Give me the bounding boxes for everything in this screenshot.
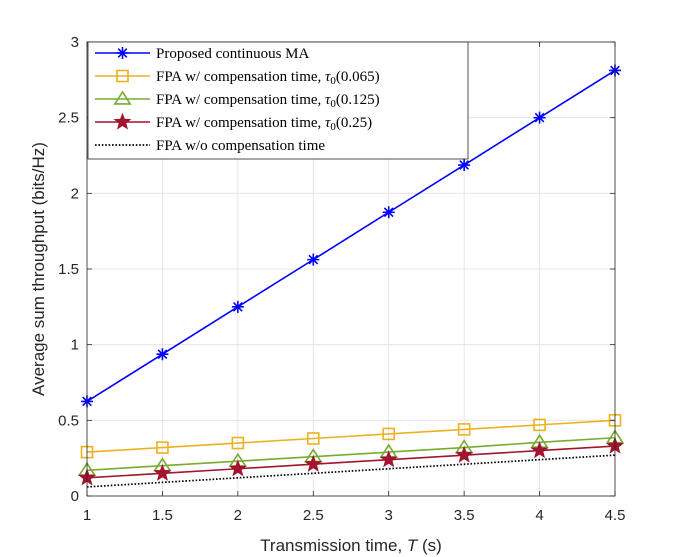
y-tick-label: 1 — [71, 337, 79, 354]
y-tick-label: 0.5 — [58, 412, 79, 429]
y-tick-label: 0 — [71, 488, 79, 505]
y-tick-label: 3 — [71, 34, 79, 51]
x-tick-label: 4.5 — [605, 507, 626, 524]
legend-label-var: τ — [325, 92, 331, 108]
series-layer — [77, 64, 625, 488]
legend-label-text: FPA w/o compensation time — [156, 138, 325, 154]
legend-label-text: FPA w/ compensation time, — [156, 115, 325, 131]
legend-label: FPA w/ compensation time, τ0(0.065) — [156, 69, 380, 87]
legend-label: FPA w/o compensation time — [156, 138, 325, 154]
x-tick-label: 4 — [535, 507, 543, 524]
legend-label-text: Proposed continuous MA — [156, 46, 310, 62]
x-tick-label: 1.5 — [152, 507, 173, 524]
x-axis-label-text: Transmission time, — [260, 536, 407, 555]
data-point-marker — [153, 463, 172, 481]
legend-label-var: τ — [325, 69, 331, 85]
data-point-marker — [116, 47, 129, 59]
series-line — [86, 436, 616, 472]
data-point-marker — [379, 450, 398, 468]
data-point-marker — [156, 348, 169, 361]
x-axis-label-var: T — [407, 536, 419, 555]
x-tick-label: 3 — [385, 507, 393, 524]
legend-label-post: (0.125) — [336, 92, 380, 108]
legend-entry: FPA w/ compensation time, τ0(0.065) — [95, 69, 380, 87]
series-line — [86, 69, 616, 403]
data-point-marker — [116, 69, 129, 83]
x-tick-label: 2.5 — [303, 507, 324, 524]
y-axis-label: Average sum throughput (bits/Hz) — [29, 142, 48, 396]
legend-label-sub: 0 — [330, 98, 336, 110]
legend-label: FPA w/ compensation time, τ0(0.125) — [156, 92, 380, 110]
legend-entry: FPA w/o compensation time — [95, 138, 325, 154]
data-point-marker — [231, 300, 244, 313]
data-point-marker — [228, 459, 247, 477]
y-tick-label: 1.5 — [58, 261, 79, 278]
data-point-marker — [113, 112, 132, 130]
data-point-marker — [533, 111, 546, 124]
data-point-marker — [306, 432, 320, 445]
legend: Proposed continuous MA FPA w/ compensatio… — [87, 41, 469, 160]
axis-ticks: 1 1.5 2 2.5 3 3.5 4 4.5 0 0.5 1 1.5 2 2.5 3 — [58, 34, 625, 524]
data-point-marker — [530, 441, 549, 459]
data-point-marker — [156, 441, 169, 454]
data-point-marker — [533, 418, 546, 432]
data-point-marker — [304, 454, 323, 472]
x-tick-label: 2 — [234, 507, 242, 524]
x-axis-label-unit: (s) — [417, 536, 442, 555]
data-point-marker — [307, 253, 320, 266]
legend-entry: FPA w/ compensation time, τ0(0.125) — [95, 90, 380, 110]
legend-label-post: (0.065) — [336, 69, 380, 85]
x-tick-label: 1 — [83, 507, 91, 524]
data-point-marker — [382, 206, 395, 219]
legend-label-var: τ — [325, 115, 331, 131]
legend-label-post: (0.25) — [336, 115, 372, 131]
series-line — [86, 419, 616, 453]
data-point-marker — [457, 423, 471, 436]
legend-label: Proposed continuous MA — [156, 46, 310, 62]
legend-entry: Proposed continuous MA — [95, 46, 310, 62]
legend-label-text: FPA w/ compensation time, — [156, 69, 325, 85]
x-tick-label: 3.5 — [454, 507, 475, 524]
legend-box — [87, 41, 469, 160]
legend-entry: FPA w/ compensation time, τ0(0.25) — [95, 112, 372, 133]
legend-label-sub: 0 — [330, 75, 336, 87]
y-tick-label: 2.5 — [58, 110, 79, 127]
legend-label-text: FPA w/ compensation time, — [156, 92, 325, 108]
data-point-marker — [113, 90, 132, 105]
series-line — [86, 445, 616, 479]
data-point-marker — [231, 436, 245, 450]
series-4 — [78, 436, 624, 486]
data-point-marker — [382, 427, 396, 441]
legend-label-sub: 0 — [330, 121, 336, 133]
data-point-marker — [458, 159, 471, 172]
data-point-marker — [455, 445, 474, 463]
y-tick-label: 2 — [71, 185, 79, 202]
x-axis-label: Transmission time, T (s) — [260, 536, 442, 555]
legend-label: FPA w/ compensation time, τ0(0.25) — [156, 115, 372, 133]
